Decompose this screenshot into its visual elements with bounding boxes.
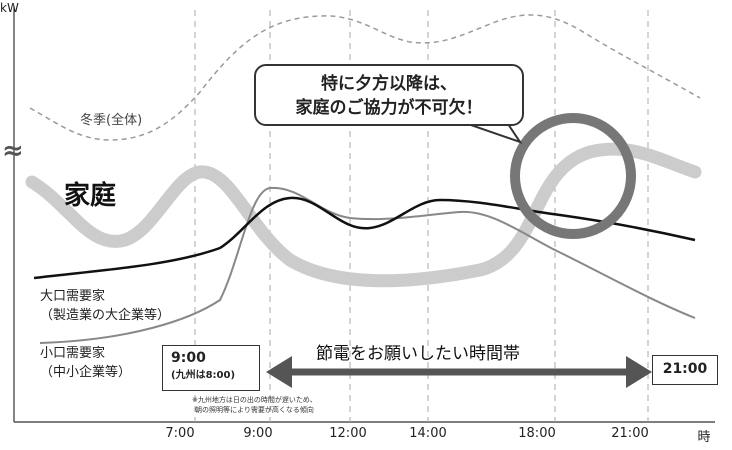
- callout-line1: 特に夕方以降は、: [321, 74, 457, 94]
- series-small-line: [39, 186, 696, 344]
- series-winter-line: [29, 14, 701, 141]
- band-start-time: 9:00: [171, 350, 206, 366]
- x-tick-label: 18:00: [518, 426, 556, 441]
- band-start-box: 9:00 (九州は8:00): [162, 345, 260, 391]
- callout-tail: [467, 123, 523, 144]
- y-unit-label: kW: [0, 1, 19, 15]
- axis-break-symbol: ≈: [2, 136, 24, 166]
- series-small-label-line1: 小口需要家: [40, 346, 106, 361]
- band-arrow: [266, 356, 652, 388]
- emphasis-circle: [510, 113, 636, 239]
- footnote-line2: 朝の照明等により需要が高くなる傾向: [195, 406, 314, 414]
- series-large-label-line1: 大口需要家: [40, 289, 106, 304]
- series-large-label: 大口需要家 （製造業の大企業等）: [40, 287, 170, 325]
- footnote: ※九州地方は日の出の時間が遅いため、 朝の照明等により需要が高くなる傾向: [192, 395, 317, 415]
- series-small-label: 小口需要家 （中小企業等）: [40, 344, 131, 382]
- series-large-line: [33, 196, 696, 280]
- callout-line2: 家庭のご協力が不可欠！: [295, 98, 483, 118]
- callout-box: 特に夕方以降は、 家庭のご協力が不可欠！: [254, 64, 524, 126]
- x-tick-label: 7:00: [165, 426, 195, 441]
- series-house-label: 家庭: [64, 181, 117, 211]
- series-small-label-line2: （中小企業等）: [40, 365, 132, 380]
- x-axis-label: 時: [697, 430, 711, 445]
- band-label: 節電をお願いしたい時間帯: [316, 344, 520, 364]
- band-start-note: (九州は8:00): [171, 370, 236, 381]
- series-large-label-line2: （製造業の大企業等）: [40, 308, 171, 323]
- x-tick-label: 21:00: [611, 426, 649, 441]
- x-tick-label: 12:00: [329, 426, 367, 441]
- band-end-box: 21:00: [652, 355, 718, 385]
- band-end-time: 21:00: [662, 361, 708, 377]
- footnote-line1: ※九州地方は日の出の時間が遅いため、: [192, 396, 317, 404]
- series-house-line: [25, 142, 702, 288]
- series-winter-label: 冬季(全体): [80, 113, 143, 128]
- x-tick-label: 9:00: [243, 426, 273, 441]
- x-tick-label: 14:00: [409, 426, 447, 441]
